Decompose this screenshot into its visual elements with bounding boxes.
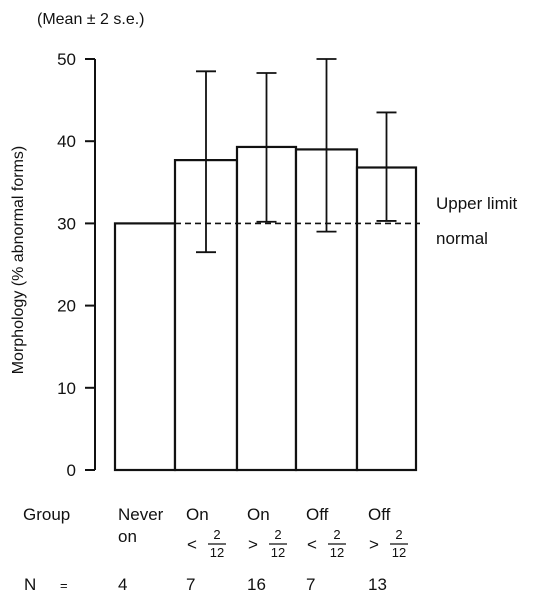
y-tick-label: 40 bbox=[57, 132, 76, 151]
category-label-denominator: 12 bbox=[210, 545, 224, 560]
y-tick-label: 30 bbox=[57, 214, 76, 233]
x-category-labels: Never on On <2 12 On >2 12 Off <2 12 Off >2 12 bbox=[118, 505, 408, 560]
chart-title: (Mean ± 2 s.e.) bbox=[37, 11, 144, 28]
category-label-line1: Off bbox=[306, 505, 329, 524]
category-label-line1: Off bbox=[368, 505, 391, 524]
category-label-numerator: 2 bbox=[213, 527, 220, 542]
n-values: 4 7 16 7 13 bbox=[118, 575, 387, 594]
error-bars bbox=[196, 58, 397, 254]
y-ticks: 0 10 20 30 40 50 bbox=[57, 50, 95, 480]
y-tick-label: 20 bbox=[57, 297, 76, 316]
category-label-line1: On bbox=[186, 505, 209, 524]
category-label-numerator: 2 bbox=[333, 527, 340, 542]
n-value: 13 bbox=[368, 575, 387, 594]
group-row-label: Group bbox=[23, 505, 70, 524]
category-label-denominator: 12 bbox=[392, 545, 406, 560]
category-label-line1: Never bbox=[118, 505, 164, 524]
category-label-operator: > bbox=[369, 535, 379, 554]
y-tick-label: 0 bbox=[67, 461, 76, 480]
category-label-operator: < bbox=[307, 535, 317, 554]
y-tick-label: 10 bbox=[57, 379, 76, 398]
reference-label-line2: normal bbox=[436, 229, 488, 248]
bar bbox=[113, 222, 177, 472]
n-value: 4 bbox=[118, 575, 127, 594]
n-value: 16 bbox=[247, 575, 266, 594]
reference-label-line1: Upper limit bbox=[436, 194, 518, 213]
category-label-line1: On bbox=[247, 505, 270, 524]
category-label-numerator: 2 bbox=[395, 527, 402, 542]
reference-line-label: Upper limit normal bbox=[436, 194, 522, 248]
category-label-denominator: 12 bbox=[330, 545, 344, 560]
category-label-operator: > bbox=[248, 535, 258, 554]
n-row-label: N bbox=[24, 575, 36, 594]
y-axis-label: Morphology (% abnormal forms) bbox=[10, 146, 27, 375]
n-value: 7 bbox=[306, 575, 315, 594]
y-tick-label: 50 bbox=[57, 50, 76, 69]
category-label-operator: < bbox=[187, 535, 197, 554]
bars bbox=[113, 145, 418, 472]
category-label-line2: on bbox=[118, 527, 137, 546]
n-row-equals: = bbox=[60, 578, 68, 593]
n-value: 7 bbox=[186, 575, 195, 594]
category-label-denominator: 12 bbox=[271, 545, 285, 560]
category-label-numerator: 2 bbox=[274, 527, 281, 542]
